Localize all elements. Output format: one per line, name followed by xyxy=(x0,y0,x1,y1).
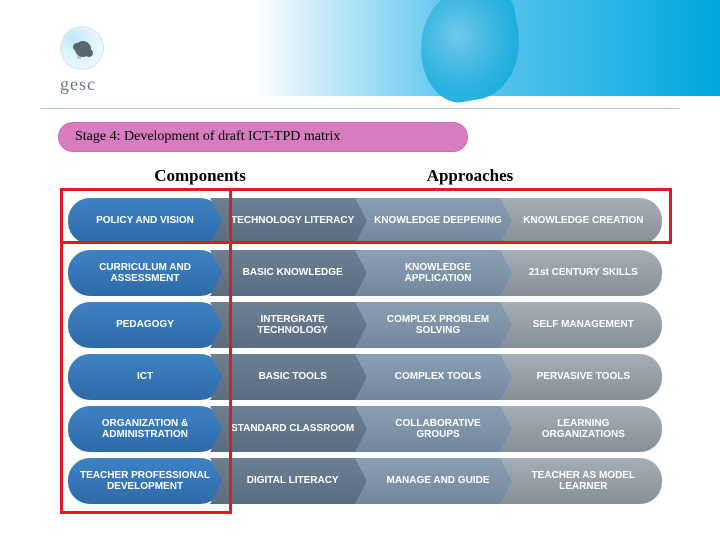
approach-step: INTERGRATE TECHNOLOGY xyxy=(210,302,367,348)
column-headers: Components Approaches xyxy=(70,166,670,186)
approach-step: COMPLEX TOOLS xyxy=(355,354,512,400)
approach-step: SELF MANAGEMENT xyxy=(501,302,662,348)
approach-step: COMPLEX PROBLEM SOLVING xyxy=(355,302,512,348)
approach-step: STANDARD CLASSROOM xyxy=(210,406,367,452)
approach-step: PERVASIVE TOOLS xyxy=(501,354,662,400)
approach-step: MANAGE AND GUIDE xyxy=(355,458,512,504)
approach-step: DIGITAL LITERACY xyxy=(210,458,367,504)
approach-step: BASIC KNOWLEDGE xyxy=(210,250,367,296)
approach-step: TEACHER AS MODEL LEARNER xyxy=(501,458,662,504)
logo-text: gesc xyxy=(60,74,150,95)
highlight-components-col xyxy=(60,188,232,514)
header-approaches: Approaches xyxy=(330,166,610,186)
approach-step: KNOWLEDGE APPLICATION xyxy=(355,250,512,296)
approach-step: BASIC TOOLS xyxy=(210,354,367,400)
approach-step: COLLABORATIVE GROUPS xyxy=(355,406,512,452)
approach-step: LEARNING ORGANIZATIONS xyxy=(501,406,662,452)
approach-step: 21st CENTURY SKILLS xyxy=(501,250,662,296)
header-components: Components xyxy=(70,166,330,186)
logo-globe-icon xyxy=(60,26,104,70)
divider xyxy=(40,108,680,109)
logo: gesc xyxy=(60,26,150,100)
stage-title-pill: Stage 4: Development of draft ICT-TPD ma… xyxy=(58,122,468,152)
